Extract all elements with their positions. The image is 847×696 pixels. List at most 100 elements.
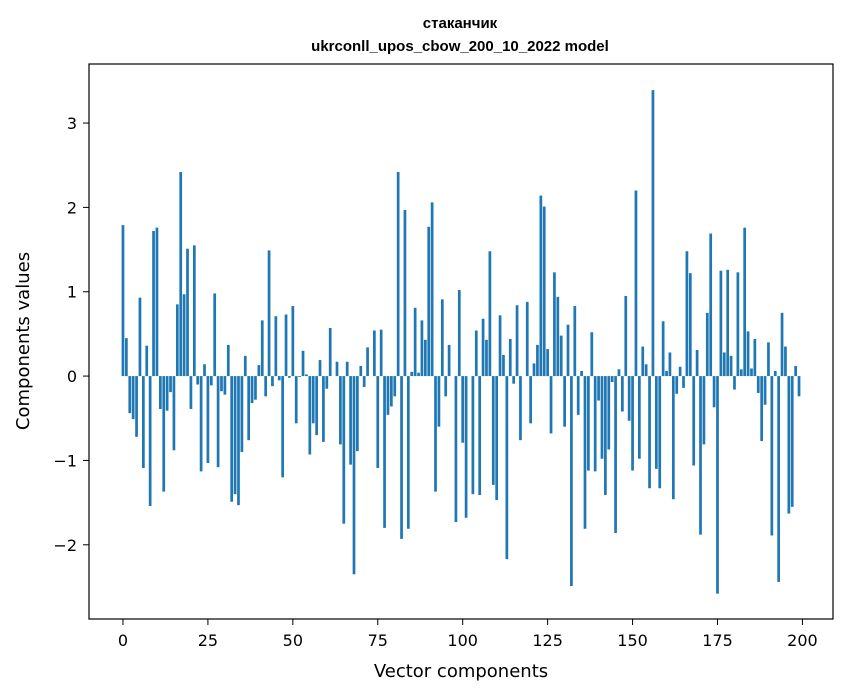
bar-133	[573, 306, 577, 377]
bar-142	[604, 376, 607, 496]
bar-165	[682, 376, 685, 388]
bar-84	[406, 376, 410, 529]
bar-81	[396, 171, 400, 377]
bar-144	[610, 376, 614, 382]
bar-91	[430, 202, 434, 377]
bar-26	[209, 376, 213, 386]
bar-130	[563, 376, 566, 427]
bar-196	[787, 376, 791, 514]
bar-110	[495, 376, 499, 501]
y-tick-label: 1	[67, 283, 77, 302]
bar-186	[753, 338, 757, 377]
y-tick-label: 3	[67, 114, 77, 133]
bar-184	[746, 331, 750, 377]
bar-115	[512, 376, 516, 384]
x-tick-label: 125	[532, 631, 563, 650]
bar-89	[423, 339, 427, 377]
bar-123	[539, 195, 543, 377]
bar-190	[767, 342, 770, 377]
bar-164	[678, 366, 682, 377]
bar-82	[400, 376, 403, 539]
bar-136	[583, 376, 587, 529]
x-tick-label: 50	[283, 631, 303, 650]
bar-154	[644, 364, 648, 377]
bar-140	[597, 376, 600, 401]
bar-43	[267, 250, 271, 377]
bar-18	[182, 294, 186, 377]
bar-189	[763, 376, 767, 405]
bar-105	[478, 376, 482, 496]
bar-167	[688, 273, 692, 377]
x-tick-label: 0	[118, 631, 128, 650]
bar-129	[559, 335, 563, 377]
bar-138	[590, 332, 594, 377]
bar-114	[508, 338, 512, 377]
bar-58	[318, 360, 322, 377]
bar-52	[298, 376, 301, 377]
bar-34	[237, 376, 240, 506]
bar-23	[199, 376, 203, 472]
bar-6	[142, 376, 145, 469]
bar-25	[206, 376, 210, 463]
x-tick-label: 100	[447, 631, 478, 650]
bar-158	[658, 376, 662, 489]
bar-146	[617, 369, 621, 377]
bar-174	[712, 376, 716, 408]
bar-27	[213, 293, 217, 377]
bar-106	[481, 318, 485, 377]
x-tick-label: 150	[617, 631, 648, 650]
bar-124	[542, 206, 546, 377]
bar-39	[254, 376, 257, 400]
bar-78	[386, 376, 390, 415]
x-tick-label: 175	[702, 631, 733, 650]
bar-171	[702, 376, 706, 445]
bar-156	[651, 90, 655, 377]
bar-145	[614, 376, 617, 533]
bar-66	[345, 361, 349, 377]
bar-57	[315, 376, 318, 436]
bar-108	[488, 251, 492, 377]
bar-50	[291, 306, 295, 377]
bar-187	[756, 376, 760, 393]
bar-14	[169, 376, 172, 393]
bar-86	[413, 307, 417, 377]
bar-100	[461, 376, 465, 443]
bar-125	[546, 349, 549, 377]
bar-193	[777, 376, 780, 582]
x-tick-label: 25	[198, 631, 218, 650]
x-axis-ticks: 0 25 50 75 100 125 150 175 200	[118, 619, 818, 650]
bar-157	[654, 376, 658, 469]
plot-frame	[88, 63, 834, 620]
bar-116	[515, 305, 519, 377]
bar-3	[131, 376, 135, 420]
bar-22	[196, 376, 200, 385]
y-tick-label: −2	[53, 536, 77, 555]
bar-29	[220, 376, 223, 392]
bar-111	[498, 315, 502, 377]
x-tick-label: 200	[787, 631, 818, 650]
bar-33	[233, 376, 237, 495]
bar-35	[240, 376, 244, 452]
bar-70	[359, 365, 363, 377]
bar-198	[794, 365, 797, 377]
y-tick-label: 2	[67, 198, 77, 217]
bar-5	[138, 297, 142, 377]
bar-155	[648, 376, 651, 489]
bar-149	[627, 376, 631, 421]
bar-13	[165, 376, 169, 411]
chart-subtitle: ukrconll_upos_cbow_200_10_2022 model	[311, 38, 609, 55]
bar-141	[600, 376, 604, 459]
y-axis-label: Components values	[13, 252, 34, 430]
bar-120	[529, 376, 532, 424]
bar-10	[155, 227, 159, 377]
bar-55	[308, 376, 312, 455]
bar-2	[128, 376, 132, 414]
bar-95	[444, 376, 448, 397]
bar-176	[719, 270, 723, 377]
bar-46	[277, 376, 281, 381]
bar-103	[471, 376, 475, 495]
bar-113	[505, 376, 509, 560]
bar-172	[705, 312, 709, 377]
bar-179	[729, 355, 733, 377]
bar-177	[722, 352, 726, 377]
